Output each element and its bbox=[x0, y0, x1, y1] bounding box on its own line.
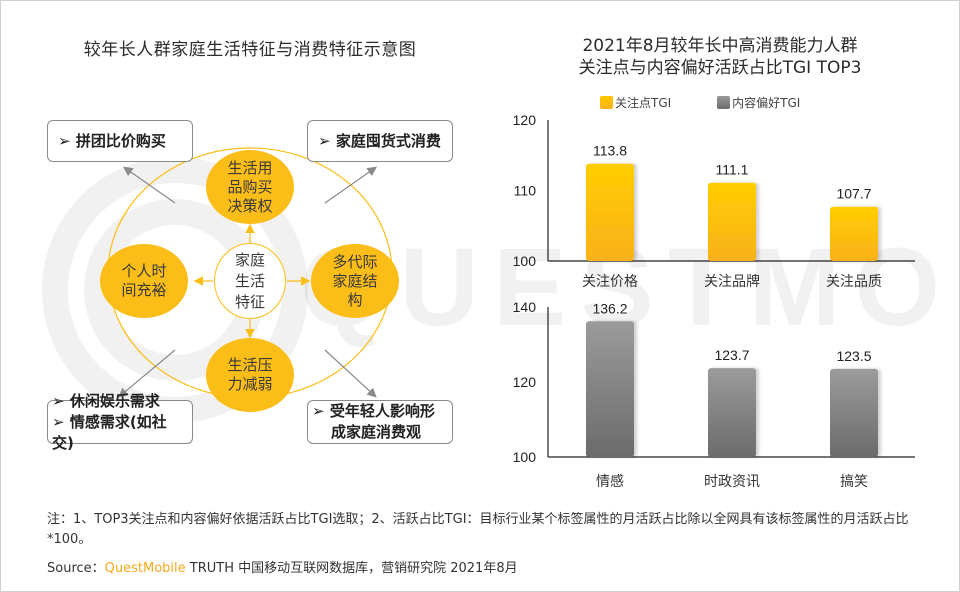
y-tick-label: 120 bbox=[513, 374, 537, 390]
x-category-label: 情感 bbox=[596, 473, 624, 490]
chart-title-line1: 2021年8月较年长中高消费能力人群 bbox=[582, 36, 858, 56]
bar-value-label: 123.5 bbox=[836, 348, 871, 364]
arrow-to-top-right bbox=[324, 166, 377, 204]
source-prefix: Source： bbox=[47, 561, 105, 576]
bar bbox=[586, 321, 634, 457]
bar-value-label: 136.2 bbox=[592, 300, 627, 316]
bullet-icon: ➢ bbox=[58, 131, 71, 150]
bar bbox=[830, 206, 878, 261]
box-text: 家庭囤货式消费 bbox=[335, 131, 441, 150]
source-rest: TRUTH 中国移动互联网数据库，营销研究院 2021年8月 bbox=[185, 561, 518, 576]
box-line: ➢ 受年轻人影响形 bbox=[312, 401, 448, 422]
box-text: 受年轻人影响形 bbox=[329, 402, 435, 420]
y-tick-label: 100 bbox=[513, 449, 537, 465]
x-category-label: 关注品质 bbox=[826, 274, 882, 290]
bullet-icon: ➢ bbox=[52, 391, 65, 410]
box-top-right: ➢ 家庭囤货式消费 bbox=[307, 120, 453, 162]
box-text: 情感需求(如社交) bbox=[52, 412, 167, 452]
x-category-label: 时政资讯 bbox=[704, 474, 760, 490]
legend-item-focus: 关注点TGI bbox=[600, 94, 671, 111]
x-category-label: 搞笑 bbox=[840, 474, 868, 490]
x-category-label: 关注价格 bbox=[582, 274, 638, 290]
y-tick-label: 140 bbox=[513, 299, 537, 315]
arrow-to-bottom-left bbox=[118, 349, 176, 398]
x-category-label: 关注品牌 bbox=[704, 273, 760, 290]
legend: 关注点TGI 内容偏好TGI bbox=[600, 94, 800, 111]
arrow-to-bottom-right bbox=[324, 349, 377, 398]
node-center-family-life: 家庭生活特征 bbox=[214, 243, 286, 319]
node-text: 多代际家庭结构 bbox=[332, 252, 378, 309]
box-line: 成家庭消费观 bbox=[312, 422, 448, 443]
box-line: ➢ 拼团比价购买 bbox=[58, 131, 182, 152]
node-less-pressure: 生活压力减弱 bbox=[206, 338, 294, 412]
box-text: 休闲娱乐需求 bbox=[69, 391, 160, 410]
bar-value-label: 113.8 bbox=[593, 143, 627, 159]
box-line: ➢ 家庭囤货式消费 bbox=[318, 131, 442, 152]
bar-value-label: 107.7 bbox=[836, 186, 871, 202]
bar-value-label: 123.7 bbox=[714, 347, 749, 363]
legend-label: 内容偏好TGI bbox=[732, 96, 801, 110]
legend-swatch-gray bbox=[717, 96, 731, 109]
bar bbox=[830, 368, 878, 457]
source-line: Source：QuestMobile TRUTH 中国移动互联网数据库，营销研究… bbox=[47, 557, 518, 576]
box-line: ➢ 休闲娱乐需求 bbox=[52, 391, 188, 412]
footnote: 注：1、TOP3关注点和内容偏好依据活跃占比TGI选取；2、活跃占比TGI：目标… bbox=[47, 512, 909, 547]
chart-focus-tgi: 100 110 120 113.8 关注价格 111.1 关注品牌 107.7 关注品质 bbox=[513, 112, 915, 290]
node-purchase-decision: 生活用品购买决策权 bbox=[206, 150, 294, 224]
legend-label: 关注点TGI bbox=[615, 96, 672, 110]
box-text: 拼团比价购买 bbox=[75, 131, 166, 150]
bar bbox=[708, 368, 756, 457]
y-tick-label: 110 bbox=[514, 183, 537, 199]
arrow-to-top-left bbox=[123, 166, 176, 204]
node-text: 个人时间充裕 bbox=[121, 262, 167, 299]
box-bottom-left: ➢ 休闲娱乐需求 ➢ 情感需求(如社交) bbox=[47, 392, 193, 452]
y-tick-label: 120 bbox=[513, 112, 537, 128]
box-line: ➢ 情感需求(如社交) bbox=[52, 412, 188, 454]
diagram-title: 较年长人群家庭生活特征与消费特征示意图 bbox=[83, 40, 417, 60]
source-brand: QuestMobile bbox=[104, 561, 186, 576]
legend-swatch-yellow bbox=[600, 96, 613, 109]
node-multigen-family: 多代际家庭结构 bbox=[311, 244, 399, 318]
bullet-icon: ➢ bbox=[312, 402, 325, 420]
bar-value-label: 111.1 bbox=[716, 162, 749, 178]
chart-content-tgi: 100 120 140 136.2 情感 123.7 时政资讯 123.5 搞笑 bbox=[513, 299, 915, 490]
y-tick-label: 100 bbox=[513, 253, 537, 269]
bullet-icon: ➢ bbox=[52, 412, 65, 431]
node-text: 生活用品购买决策权 bbox=[227, 158, 273, 215]
legend-item-content: 内容偏好TGI bbox=[717, 94, 800, 111]
box-bottom-right: ➢ 受年轻人影响形 成家庭消费观 bbox=[307, 400, 453, 444]
box-top-left: ➢ 拼团比价购买 bbox=[47, 120, 193, 162]
bar bbox=[586, 163, 634, 261]
node-text: 家庭生活特征 bbox=[234, 250, 265, 311]
node-text: 生活压力减弱 bbox=[227, 356, 273, 393]
bullet-icon: ➢ bbox=[318, 131, 331, 150]
box-text: 成家庭消费观 bbox=[331, 423, 422, 441]
bar bbox=[708, 182, 756, 261]
chart-title-line2: 关注点与内容偏好活跃占比TGI TOP3 bbox=[578, 58, 862, 78]
chart-title: 2021年8月较年长中高消费能力人群 关注点与内容偏好活跃占比TGI TOP3 bbox=[500, 35, 940, 79]
node-free-time: 个人时间充裕 bbox=[100, 244, 188, 318]
